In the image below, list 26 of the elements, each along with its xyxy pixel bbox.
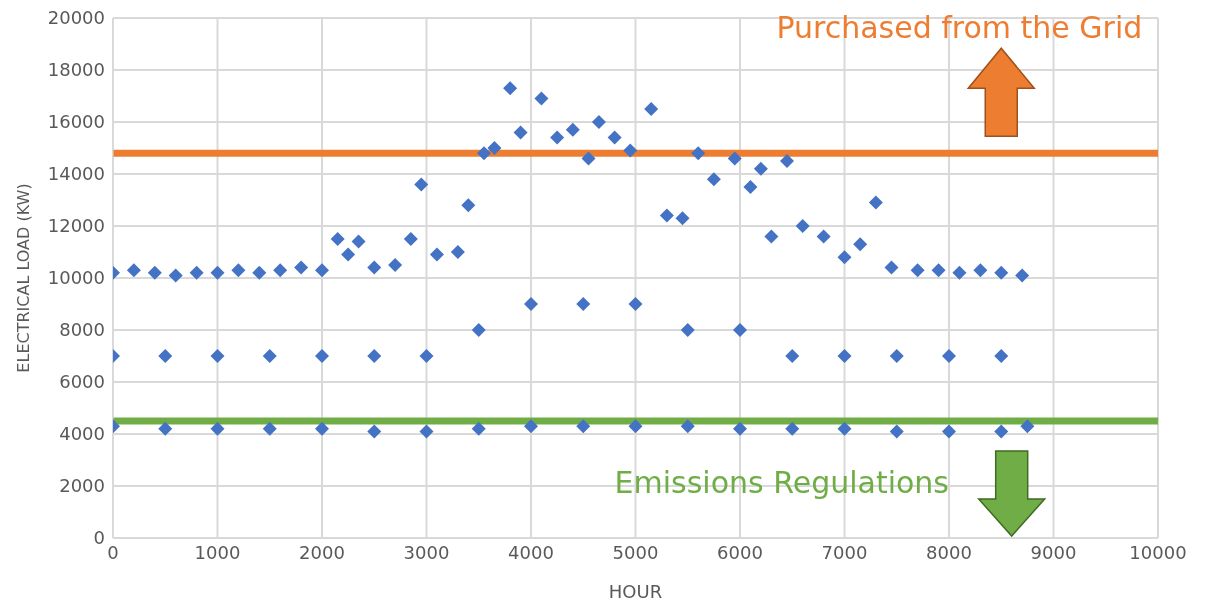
ref-line-label: Purchased from the Grid xyxy=(776,10,1143,46)
y-axis-title: ELECTRICAL LOAD (KW) xyxy=(13,183,33,373)
y-tick-label: 10000 xyxy=(47,267,105,289)
x-tick-label: 2000 xyxy=(299,541,345,563)
x-tick-label: 3000 xyxy=(403,541,450,563)
x-tick-label: 8000 xyxy=(926,541,972,563)
y-tick-label: 6000 xyxy=(59,371,105,393)
y-tick-label: 14000 xyxy=(47,163,105,185)
y-tick-label: 18000 xyxy=(47,59,105,81)
y-tick-label: 12000 xyxy=(47,215,105,237)
y-tick-label: 16000 xyxy=(47,111,105,133)
x-tick-label: 0 xyxy=(107,541,119,563)
y-tick-label: 2000 xyxy=(59,475,105,497)
ref-line-label: Emissions Regulations xyxy=(614,465,949,500)
x-tick-label: 4000 xyxy=(508,541,554,563)
y-tick-label: 0 xyxy=(93,527,105,549)
x-tick-label: 5000 xyxy=(612,541,659,563)
y-tick-label: 20000 xyxy=(47,7,105,29)
x-tick-label: 1000 xyxy=(194,541,241,563)
x-tick-label: 9000 xyxy=(1030,541,1077,563)
y-tick-label: 8000 xyxy=(59,319,105,341)
x-tick-label: 7000 xyxy=(821,541,868,563)
y-tick-label: 4000 xyxy=(59,423,105,445)
x-tick-label: 10000 xyxy=(1129,541,1187,563)
x-tick-label: 6000 xyxy=(717,541,763,563)
x-axis-title: HOUR xyxy=(608,581,663,602)
